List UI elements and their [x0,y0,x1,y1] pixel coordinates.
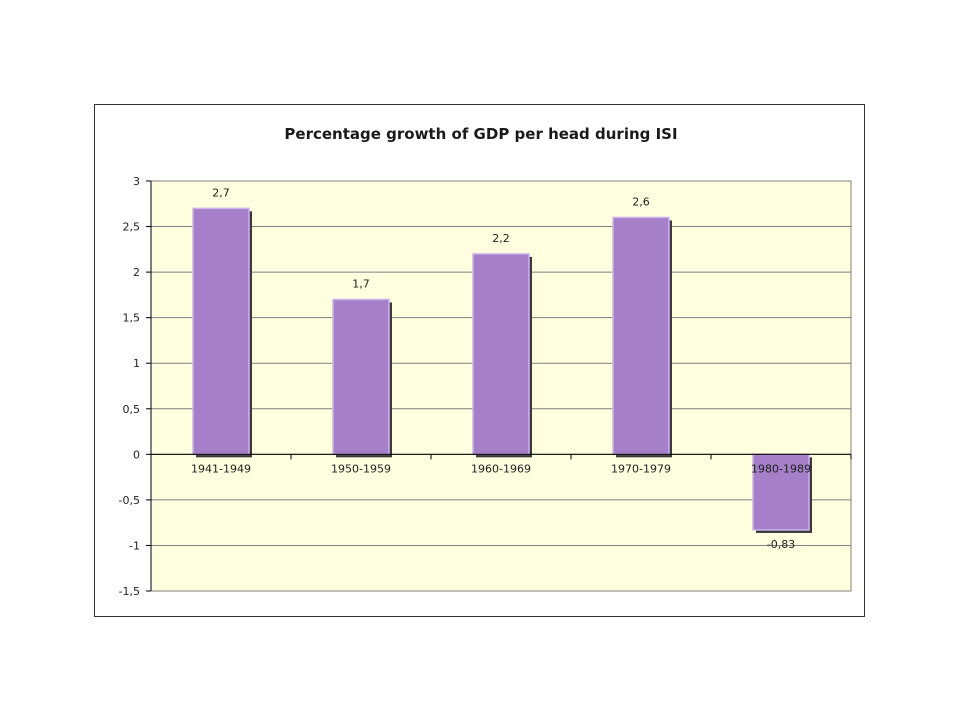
bar [332,298,390,456]
x-tick-label: 1960-1969 [471,462,531,475]
y-tick-label: -1 [129,539,140,552]
data-label: 2,6 [632,195,650,208]
labels: 3 2,5 2 1,5 1 0,5 0 -0,5 -1 -1,5 2,7 1941-1949 1,7 19… [119,175,811,598]
bar [472,253,530,456]
y-tick-label: 1,5 [123,312,141,325]
data-label: 2,7 [212,186,230,199]
y-tick-label: 0,5 [123,403,141,416]
axes [146,180,852,592]
y-tick-label: -0,5 [119,494,140,507]
y-tick-label: -1,5 [119,585,140,598]
chart-frame: Percentage growth of GDP per head during… [94,104,865,617]
bar-chart: Percentage growth of GDP per head during… [119,125,852,598]
chart-title: Percentage growth of GDP per head during… [284,125,677,143]
y-tick-label: 0 [133,448,140,461]
bar [192,207,250,456]
x-tick-label: 1950-1959 [331,462,391,475]
y-tick-label: 3 [133,175,140,188]
y-tick-label: 2,5 [123,221,141,234]
y-tick-label: 1 [133,357,140,370]
x-tick-label: 1941-1949 [191,462,251,475]
data-label: 1,7 [352,277,370,290]
x-tick-label: 1980-1989 [751,462,811,475]
data-label: 2,2 [492,232,510,245]
data-label: -0,83 [767,538,795,551]
bar [612,216,670,456]
y-tick-label: 2 [133,266,140,279]
bars [192,207,812,533]
x-tick-label: 1970-1979 [611,462,671,475]
